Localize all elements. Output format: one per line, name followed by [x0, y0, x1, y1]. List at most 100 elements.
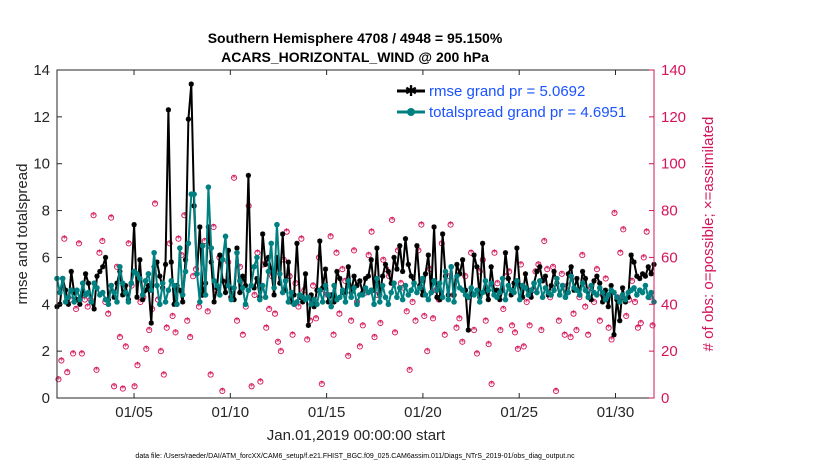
- rmse-point: [357, 278, 363, 284]
- obs-possible-point: [298, 235, 305, 242]
- totalspread-point: [371, 301, 377, 308]
- obs-possible-point: [497, 327, 504, 334]
- obs-assimilated-point: *: [208, 371, 213, 381]
- rmse-point: [222, 289, 229, 296]
- obs-assimilated-point: *: [416, 246, 421, 256]
- obs-possible-point: [520, 343, 527, 350]
- obs-possible-point: [544, 266, 551, 273]
- obs-possible-point: [187, 334, 194, 341]
- obs-assimilated-point: *: [618, 249, 623, 259]
- obs-assimilated-point: *: [443, 331, 448, 341]
- totalspread-point: [328, 303, 335, 310]
- obs-possible-point: [608, 336, 615, 343]
- rmse-point: [637, 275, 643, 282]
- obs-assimilated-point: *: [393, 328, 398, 338]
- rmse-point: [574, 275, 580, 282]
- rmse-point: [148, 320, 154, 326]
- rmse-point: [234, 245, 240, 251]
- rmse-point: [380, 273, 386, 279]
- obs-possible-point: [72, 305, 80, 313]
- obs-possible-point: [441, 331, 448, 338]
- rmse-point: [245, 172, 251, 179]
- obs-assimilated-point: *: [296, 303, 301, 313]
- obs-possible-point: [204, 308, 211, 315]
- totalspread-point: [525, 292, 532, 298]
- rmse-point: [137, 257, 143, 263]
- totalspread-point: [65, 294, 72, 301]
- obs-possible-point: [380, 256, 387, 263]
- rmse-point: [91, 306, 97, 312]
- totalspread-point: [496, 289, 503, 296]
- totalspread-point: [474, 287, 480, 294]
- obs-assimilated-point: *: [513, 328, 518, 338]
- totalspread-point: [308, 301, 315, 308]
- totalspread-point: [485, 287, 492, 294]
- obs-assimilated-point: *: [144, 345, 149, 355]
- obs-assimilated-point: *: [279, 347, 284, 357]
- rmse-point: [514, 245, 520, 251]
- obs-possible-point: [368, 228, 375, 235]
- totalspread-point: [482, 278, 489, 284]
- rmse-point: [185, 116, 191, 122]
- rmse-point: [591, 278, 597, 284]
- totalspread-point: [59, 275, 66, 282]
- totalspread-point: [311, 296, 317, 303]
- x-tick-label: 01/30: [597, 404, 635, 421]
- totalspread-point: [531, 280, 537, 287]
- obs-possible-point: [430, 315, 437, 322]
- obs-possible-point: [485, 341, 492, 348]
- obs-assimilated-point: *: [276, 338, 281, 348]
- totalspread-point: [245, 287, 252, 294]
- rmse-point: [608, 282, 614, 289]
- legend-totalspread-label: totalspread grand pr = 4.6951: [429, 104, 626, 121]
- obs-possible-point: [274, 338, 281, 345]
- totalspread-point: [128, 280, 135, 287]
- totalspread-point: [588, 282, 594, 289]
- obs-assimilated-point: *: [337, 310, 342, 320]
- rmse-point: [102, 254, 109, 261]
- obs-assimilated-point: *: [565, 282, 570, 292]
- obs-possible-point: [377, 319, 384, 327]
- totalspread-point: [368, 287, 375, 294]
- obs-assimilated-point: *: [548, 293, 553, 303]
- obs-possible-point: [64, 369, 71, 376]
- y-right-tick-label: 40: [661, 296, 678, 313]
- totalspread-point: [271, 285, 277, 291]
- obs-possible-point: [561, 331, 568, 338]
- x-tick-label: 01/10: [212, 404, 250, 421]
- obs-assimilated-point: *: [284, 228, 289, 238]
- totalspread-point: [102, 296, 109, 303]
- totalspread-point: [648, 289, 654, 296]
- totalspread-point: [534, 289, 540, 296]
- obs-assimilated-point: *: [170, 312, 175, 322]
- y-tick-label: 8: [42, 203, 50, 220]
- totalspread-point: [174, 301, 180, 308]
- obs-assimilated-point: *: [258, 378, 263, 388]
- totalspread-point: [225, 282, 232, 289]
- obs-possible-point: [488, 380, 495, 387]
- obs-assimilated-point: *: [132, 382, 137, 392]
- totalspread-point: [359, 292, 366, 298]
- obs-assimilated-point: *: [241, 331, 246, 341]
- obs-possible-point: [166, 240, 173, 247]
- totalspread-point: [631, 285, 637, 291]
- obs-assimilated-point: *: [135, 361, 140, 371]
- rmse-point: [645, 264, 651, 270]
- totalspread-point: [611, 289, 617, 296]
- obs-possible-point: [111, 383, 118, 390]
- obs-possible-point: [573, 327, 580, 334]
- totalspread-point: [488, 280, 494, 287]
- x-tick-label: 01/05: [115, 404, 153, 421]
- obs-possible-point: [160, 371, 167, 378]
- obs-assimilated-point: *: [314, 314, 319, 324]
- obs-possible-point: [105, 310, 112, 317]
- totalspread-point: [622, 296, 629, 303]
- obs-possible-point: [500, 305, 507, 313]
- rmse-point: [425, 252, 431, 258]
- totalspread-point: [596, 285, 603, 291]
- rmse-point: [140, 297, 146, 303]
- obs-assimilated-point: *: [153, 200, 158, 210]
- totalspread-point: [645, 294, 652, 301]
- obs-assimilated-point: *: [311, 282, 316, 292]
- obs-possible-point: [233, 317, 241, 324]
